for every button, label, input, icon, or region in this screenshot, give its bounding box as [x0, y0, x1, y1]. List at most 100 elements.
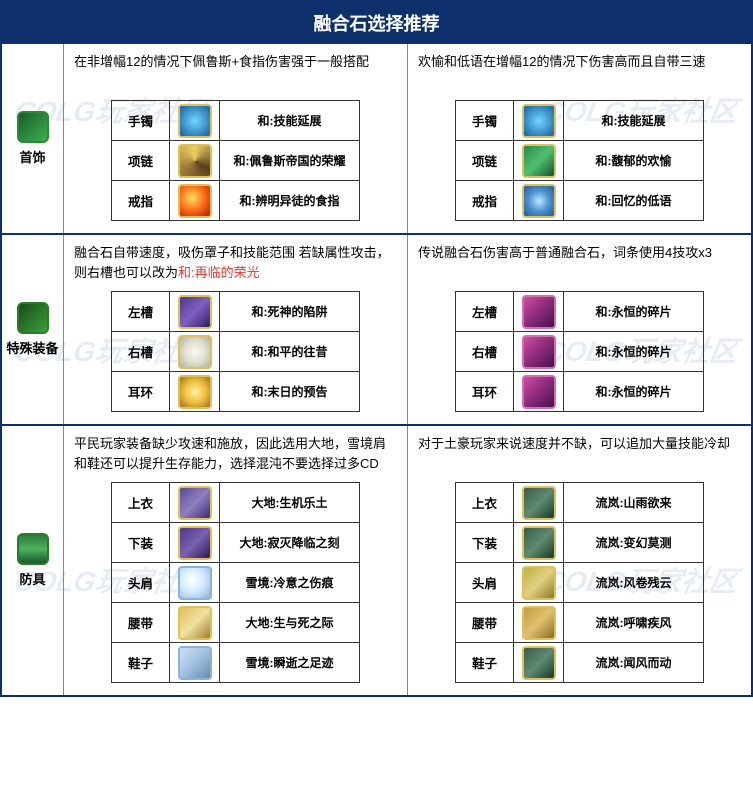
category-name: 首饰: [19, 147, 45, 166]
category-label: 防具: [2, 426, 64, 695]
table-row: 项链和:馥郁的欢愉: [456, 141, 704, 181]
effect-name: 和:永恒的碎片: [564, 292, 704, 332]
item-icon-cell: [514, 332, 564, 372]
table-row: 左槽 和:死神的陷阱: [112, 292, 360, 332]
item-icon: [522, 375, 556, 409]
item-icon-cell: [514, 181, 564, 221]
item-icon-cell: [170, 523, 220, 563]
effect-name: 和:和平的往昔: [220, 332, 360, 372]
section-description: 传说融合石伤害高于普通融合石，词条使用4技攻x3: [418, 243, 741, 283]
content-area: 融合石自带速度，吸伤罩子和技能范围 若缺属性攻击，则右槽也可以改为和:再临的荣光…: [64, 235, 751, 424]
item-icon-cell: [514, 603, 564, 643]
slot-name: 戒指: [112, 181, 170, 221]
category-label: 首饰: [2, 44, 64, 233]
section-description: 对于土豪玩家来说速度并不缺，可以追加大量技能冷却: [418, 434, 741, 474]
effect-name: 和:永恒的碎片: [564, 332, 704, 372]
equipment-table: 左槽和:死神的陷阱右槽和:和平的往昔耳环和:末日的预告: [111, 291, 360, 412]
item-icon: [178, 335, 212, 369]
item-icon-cell: [514, 292, 564, 332]
slot-name: 耳环: [112, 372, 170, 412]
effect-name: 和:永恒的碎片: [564, 372, 704, 412]
slot-name: 左槽: [112, 292, 170, 332]
item-icon-cell: [170, 603, 220, 643]
table-row: 耳环 和:永恒的碎片: [456, 372, 704, 412]
effect-name: 和:回忆的低语: [564, 181, 704, 221]
item-icon-cell: [170, 141, 220, 181]
table-row: 上衣 流岚:山雨欲来: [456, 483, 704, 523]
effect-name: 雪境:瞬逝之足迹: [220, 643, 360, 683]
category-icon: [17, 533, 49, 565]
item-icon-cell: [514, 372, 564, 412]
effect-name: 流岚:闻风而动: [564, 643, 704, 683]
item-icon: [522, 566, 556, 600]
slot-name: 左槽: [456, 292, 514, 332]
item-icon-cell: [170, 292, 220, 332]
table-row: 手镯 和:技能延展: [456, 101, 704, 141]
item-icon-cell: [170, 483, 220, 523]
slot-name: 腰带: [456, 603, 514, 643]
category-name: 防具: [19, 569, 45, 588]
item-icon: [178, 144, 212, 178]
table-row: 上衣大地:生机乐土: [112, 483, 360, 523]
effect-name: 和:技能延展: [564, 101, 704, 141]
page-title: 融合石选择推荐: [2, 2, 751, 44]
option-column-right: 对于土豪玩家来说速度并不缺，可以追加大量技能冷却上衣 流岚:山雨欲来下装流岚:变幻…: [407, 426, 751, 695]
item-icon: [522, 606, 556, 640]
item-icon: [522, 646, 556, 680]
table-row: 鞋子 流岚:闻风而动: [456, 643, 704, 683]
slot-name: 手镯: [112, 101, 170, 141]
table-row: 项链和:佩鲁斯帝国的荣耀: [112, 141, 360, 181]
slot-name: 上衣: [112, 483, 170, 523]
item-icon-cell: [514, 141, 564, 181]
option-column-right: 欢愉和低语在增幅12的情况下伤害高而且自带三速手镯和:技能延展项链和:馥郁的欢愉…: [407, 44, 751, 233]
item-icon-cell: [170, 101, 220, 141]
item-icon: [178, 646, 212, 680]
item-icon: [522, 526, 556, 560]
slot-name: 右槽: [112, 332, 170, 372]
slot-name: 头肩: [456, 563, 514, 603]
slot-name: 下装: [456, 523, 514, 563]
content-area: 平民玩家装备缺少攻速和施放，因此选用大地，雪境肩和鞋还可以提升生存能力，选择混沌…: [64, 426, 751, 695]
item-icon-cell: [514, 563, 564, 603]
slot-name: 右槽: [456, 332, 514, 372]
equipment-table: 上衣大地:生机乐土下装大地:寂灭降临之刻头肩雪境:冷意之伤痕腰带大地:生与死之际…: [111, 482, 360, 683]
table-row: 手镯 和:技能延展: [112, 101, 360, 141]
item-icon: [178, 375, 212, 409]
effect-name: 流岚:山雨欲来: [564, 483, 704, 523]
table-row: 戒指和:辨明异徒的食指: [112, 181, 360, 221]
option-column-right: 传说融合石伤害高于普通融合石，词条使用4技攻x3左槽和:永恒的碎片右槽和:永恒的…: [407, 235, 751, 424]
table-row: 下装大地:寂灭降临之刻: [112, 523, 360, 563]
effect-name: 和:技能延展: [220, 101, 360, 141]
effect-name: 大地:寂灭降临之刻: [220, 523, 360, 563]
slot-name: 鞋子: [112, 643, 170, 683]
item-icon: [178, 295, 212, 329]
effect-name: 和:馥郁的欢愉: [564, 141, 704, 181]
equipment-table: 上衣流岚:山雨欲来下装流岚:变幻莫测头肩流岚:风卷残云腰带流岚:呼啸疾风鞋子流岚…: [455, 482, 704, 683]
table-row: 头肩雪境:冷意之伤痕: [112, 563, 360, 603]
section-description: 融合石自带速度，吸伤罩子和技能范围 若缺属性攻击，则右槽也可以改为和:再临的荣光: [74, 243, 397, 283]
table-row: 下装流岚:变幻莫测: [456, 523, 704, 563]
equipment-table: 手镯 和:技能延展项链和:佩鲁斯帝国的荣耀戒指和:辨明异徒的食指: [111, 100, 360, 221]
slot-name: 耳环: [456, 372, 514, 412]
category-label: 特殊装备: [2, 235, 64, 424]
table-row: 腰带 流岚:呼啸疾风: [456, 603, 704, 643]
item-icon-cell: [514, 101, 564, 141]
item-icon-cell: [514, 643, 564, 683]
slot-name: 手镯: [456, 101, 514, 141]
slot-name: 鞋子: [456, 643, 514, 683]
item-icon-cell: [514, 483, 564, 523]
content-area: 在非增幅12的情况下佩鲁斯+食指伤害强于一般搭配手镯和:技能延展项链和:佩鲁斯帝…: [64, 44, 751, 233]
equipment-table: 左槽和:永恒的碎片右槽和:永恒的碎片耳环和:永恒的碎片: [455, 291, 704, 412]
item-icon-cell: [170, 372, 220, 412]
item-icon: [178, 104, 212, 138]
section-description: 平民玩家装备缺少攻速和施放，因此选用大地，雪境肩和鞋还可以提升生存能力，选择混沌…: [74, 434, 397, 474]
effect-name: 流岚:呼啸疾风: [564, 603, 704, 643]
item-icon: [178, 566, 212, 600]
effect-name: 大地:生与死之际: [220, 603, 360, 643]
option-column-left: 融合石自带速度，吸伤罩子和技能范围 若缺属性攻击，则右槽也可以改为和:再临的荣光…: [64, 235, 407, 424]
table-row: 腰带大地:生与死之际: [112, 603, 360, 643]
guide-container: 融合石选择推荐 首饰在非增幅12的情况下佩鲁斯+食指伤害强于一般搭配手镯和:技能…: [0, 0, 753, 697]
effect-name: 和:死神的陷阱: [220, 292, 360, 332]
effect-name: 和:佩鲁斯帝国的荣耀: [220, 141, 360, 181]
slot-name: 上衣: [456, 483, 514, 523]
